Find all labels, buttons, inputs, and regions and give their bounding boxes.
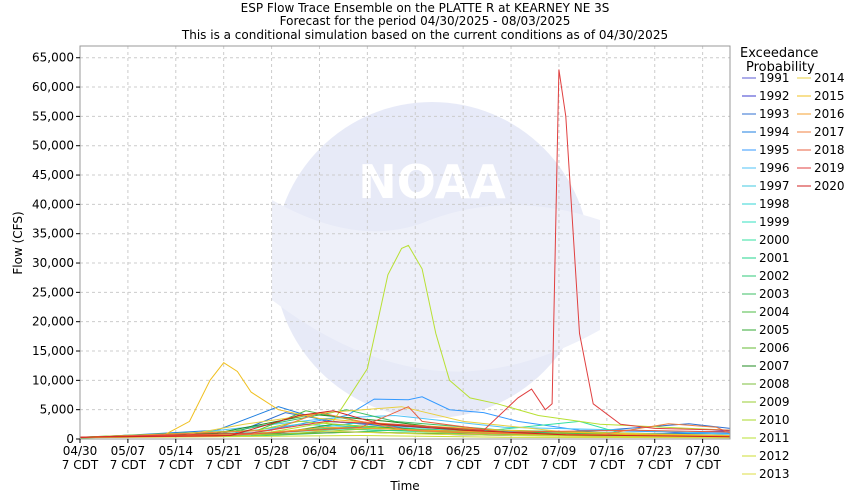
y-tick-label: 45,000	[32, 168, 74, 182]
x-tick-label: 05/28	[254, 444, 289, 458]
x-tick-label: 7 CDT	[110, 458, 147, 472]
x-tick-label: 7 CDT	[301, 458, 338, 472]
legend-label-2007: 2007	[759, 359, 790, 373]
y-tick-label: 15,000	[32, 344, 74, 358]
legend-label-2006: 2006	[759, 341, 790, 355]
x-tick-label: 06/04	[302, 444, 337, 458]
chart-titles: ESP Flow Trace Ensemble on the PLATTE R …	[181, 1, 668, 42]
x-tick-label: 7 CDT	[493, 458, 530, 472]
y-tick-label: 60,000	[32, 80, 74, 94]
x-tick-label: 05/21	[206, 444, 241, 458]
legend-label-2015: 2015	[814, 89, 845, 103]
legend-label-1994: 1994	[759, 125, 790, 139]
legend-label-2017: 2017	[814, 125, 845, 139]
legend: Exceedance Probability 19911992199319941…	[740, 46, 845, 481]
x-tick-label: 06/11	[350, 444, 385, 458]
x-tick-label: 7 CDT	[637, 458, 674, 472]
x-tick-label: 7 CDT	[541, 458, 578, 472]
legend-label-2018: 2018	[814, 143, 845, 157]
legend-label-2002: 2002	[759, 269, 790, 283]
legend-label-1993: 1993	[759, 107, 790, 121]
y-axis-label: Flow (CFS)	[11, 211, 25, 274]
y-tick-label: 0	[66, 432, 74, 446]
svg-text:NOAA: NOAA	[358, 155, 506, 209]
legend-title-line1: Exceedance	[740, 46, 818, 61]
y-tick-label: 40,000	[32, 197, 74, 211]
y-tick-label: 25,000	[32, 285, 74, 299]
legend-label-2008: 2008	[759, 377, 790, 391]
x-tick-label: 7 CDT	[158, 458, 195, 472]
chart-title: ESP Flow Trace Ensemble on the PLATTE R …	[241, 1, 610, 15]
y-tick-label: 55,000	[32, 109, 74, 123]
y-tick-label: 30,000	[32, 256, 74, 270]
legend-label-2005: 2005	[759, 323, 790, 337]
series-line-2015	[79, 362, 731, 438]
y-tick-label: 50,000	[32, 139, 74, 153]
y-axis-ticks: 0 5,000 10,000 15,000 20,000 25,000 30,000 35,0…	[32, 51, 80, 446]
legend-label-2012: 2012	[759, 449, 790, 463]
chart-subtitle-period: Forecast for the period 04/30/2025 - 08/…	[280, 14, 571, 28]
x-tick-label: 05/14	[158, 444, 193, 458]
x-tick-label: 06/25	[446, 444, 481, 458]
legend-label-2016: 2016	[814, 107, 845, 121]
legend-label-1997: 1997	[759, 179, 790, 193]
legend-label-2004: 2004	[759, 305, 790, 319]
plot-frame	[79, 45, 731, 440]
grid	[79, 46, 730, 440]
legend-label-2003: 2003	[759, 287, 790, 301]
legend-label-2010: 2010	[759, 413, 790, 427]
series-line-2018	[79, 406, 731, 438]
y-tick-label: 65,000	[32, 51, 74, 65]
series-line-2019	[79, 69, 731, 438]
legend-label-2020: 2020	[814, 179, 845, 193]
x-tick-label: 7 CDT	[205, 458, 242, 472]
legend-label-1992: 1992	[759, 89, 790, 103]
legend-label-1999: 1999	[759, 215, 790, 229]
noaa-watermark: NOAA	[272, 102, 600, 418]
x-tick-label: 7 CDT	[589, 458, 626, 472]
legend-label-1998: 1998	[759, 197, 790, 211]
series-line-2011	[79, 244, 731, 438]
legend-label-2000: 2000	[759, 233, 790, 247]
chart-subtitle-conditions: This is a conditional simulation based o…	[181, 28, 668, 42]
x-tick-label: 7 CDT	[349, 458, 386, 472]
x-tick-label: 07/16	[590, 444, 625, 458]
legend-label-2001: 2001	[759, 251, 790, 265]
x-tick-label: 07/23	[637, 444, 672, 458]
x-axis-label: Time	[389, 479, 419, 493]
x-tick-label: 7 CDT	[253, 458, 290, 472]
series-lines	[79, 69, 731, 439]
x-tick-label: 7 CDT	[445, 458, 482, 472]
legend-title-line2: Probability	[746, 60, 815, 75]
legend-label-2009: 2009	[759, 395, 790, 409]
x-tick-label: 07/30	[685, 444, 720, 458]
legend-label-1991: 1991	[759, 71, 790, 85]
legend-label-2013: 2013	[759, 467, 790, 481]
series-line-2010	[79, 420, 731, 438]
y-tick-label: 5,000	[40, 403, 74, 417]
series-line-2020	[79, 410, 731, 438]
x-tick-label: 07/02	[494, 444, 529, 458]
y-tick-label: 10,000	[32, 373, 74, 387]
x-tick-label: 06/18	[398, 444, 433, 458]
x-tick-label: 7 CDT	[397, 458, 434, 472]
legend-label-2019: 2019	[814, 161, 845, 175]
y-tick-label: 35,000	[32, 227, 74, 241]
legend-label-2011: 2011	[759, 431, 790, 445]
x-tick-label: 04/30	[63, 444, 98, 458]
series-line-1995	[79, 396, 731, 439]
y-tick-label: 20,000	[32, 315, 74, 329]
x-tick-label: 7 CDT	[684, 458, 721, 472]
legend-label-1996: 1996	[759, 161, 790, 175]
x-tick-label: 07/09	[542, 444, 577, 458]
legend-label-1995: 1995	[759, 143, 790, 157]
series-line-2017	[79, 412, 731, 438]
legend-label-2014: 2014	[814, 71, 845, 85]
legend-entries: 1991 1992 1993 1994 1995 1996 1997 1998 1999 2000…	[742, 71, 845, 481]
x-tick-label: 05/07	[111, 444, 146, 458]
x-tick-label: 7 CDT	[62, 458, 99, 472]
